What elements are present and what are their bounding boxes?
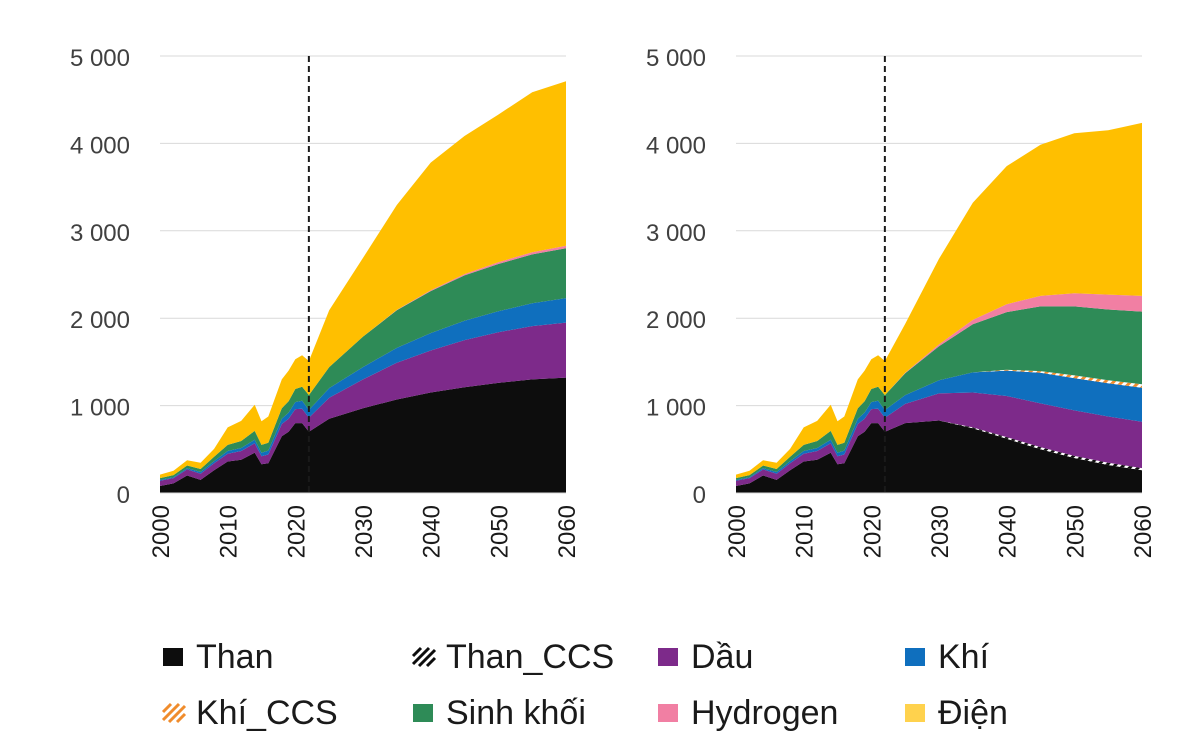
x-tick-label: 2050 <box>486 505 513 558</box>
legend-item-khi-ccs: Khí_CCS <box>160 688 338 738</box>
legend-swatch-than-ccs <box>411 646 437 668</box>
y-tick-label: 0 <box>117 482 130 509</box>
x-tick-label: 2000 <box>148 505 175 558</box>
legend-swatch-hydrogen <box>658 704 678 722</box>
chart-business-as-usual: 0 1 000 2 000 3 000 4 000 5 000 2000 2010 2020 20… <box>70 45 581 558</box>
area-series-dien <box>160 81 566 479</box>
y-tick-label: 3 000 <box>70 220 130 247</box>
legend-item-khi: Khí <box>902 632 989 682</box>
x-tick-label: 2010 <box>216 505 243 558</box>
x-tick-label: 2060 <box>554 505 581 558</box>
legend-label-sinh-khoi: Sinh khối <box>446 693 586 732</box>
legend-swatch-dau <box>658 648 678 666</box>
legend-swatch-khi-ccs <box>161 702 187 724</box>
legend-label-dau: Dầu <box>691 637 754 676</box>
area-series-dau <box>160 322 566 486</box>
y-tick-label: 4 000 <box>70 132 130 159</box>
x-tick-label: 2030 <box>351 505 378 558</box>
x-tick-label: 2000 <box>724 505 751 558</box>
y-tick-label: 4 000 <box>646 132 706 159</box>
legend-item-sinh-khoi: Sinh khối <box>410 688 586 738</box>
y-tick-label: 5 000 <box>70 45 130 72</box>
legend-swatch-sinh-khoi <box>413 704 433 722</box>
chart-net-zero: 0 1 000 2 000 3 000 4 000 5 000 2000 2010 2020 20… <box>646 45 1157 558</box>
legend-label-hydrogen: Hydrogen <box>691 693 839 732</box>
legend-label-khi: Khí <box>938 637 990 676</box>
area-series-dau <box>736 392 1142 486</box>
legend-label-than: Than <box>196 637 274 676</box>
area-series-khi-ccs <box>736 369 1142 480</box>
y-tick-label: 3 000 <box>646 220 706 247</box>
area-series-than <box>736 420 1142 493</box>
x-tick-label: 2010 <box>792 505 819 558</box>
x-tick-label: 2040 <box>995 505 1022 558</box>
x-tick-label: 2050 <box>1062 505 1089 558</box>
legend-item-dien: Điện <box>902 688 1008 738</box>
area-series-sinh-khoi <box>736 306 1142 480</box>
legend-item-dau: Dầu <box>655 632 753 682</box>
legend-label-khi-ccs: Khí_CCS <box>196 693 338 732</box>
area-series-than-ccs <box>736 420 1142 486</box>
legend-item-hydrogen: Hydrogen <box>655 688 838 738</box>
area-series-dien <box>736 122 1142 479</box>
x-tick-label: 2020 <box>283 505 310 558</box>
area-series-sinh-khoi <box>160 248 566 480</box>
legend-label-dien: Điện <box>938 693 1008 732</box>
y-tick-label: 1 000 <box>646 395 706 422</box>
x-tick-label: 2030 <box>927 505 954 558</box>
legend-item-than-ccs: Than_CCS <box>410 632 614 682</box>
legend-label-than-ccs: Than_CCS <box>446 637 615 676</box>
y-tick-label: 0 <box>693 482 706 509</box>
x-tick-label: 2020 <box>859 505 886 558</box>
legend-item-than: Than <box>160 632 274 682</box>
area-series-khi <box>160 298 566 481</box>
y-tick-label: 5 000 <box>646 45 706 72</box>
x-tick-label: 2060 <box>1130 505 1157 558</box>
legend: Than Than_CCS Dầu Khí Khí_CCS Sinh khối … <box>160 632 1200 742</box>
y-tick-label: 2 000 <box>646 307 706 334</box>
legend-swatch-dien <box>905 704 925 722</box>
area-series-than <box>160 377 566 493</box>
legend-swatch-than <box>163 648 183 666</box>
area-series-khi <box>736 370 1142 481</box>
x-tick-label: 2040 <box>419 505 446 558</box>
y-tick-label: 2 000 <box>70 307 130 334</box>
legend-swatch-khi <box>905 648 925 666</box>
y-tick-label: 1 000 <box>70 395 130 422</box>
